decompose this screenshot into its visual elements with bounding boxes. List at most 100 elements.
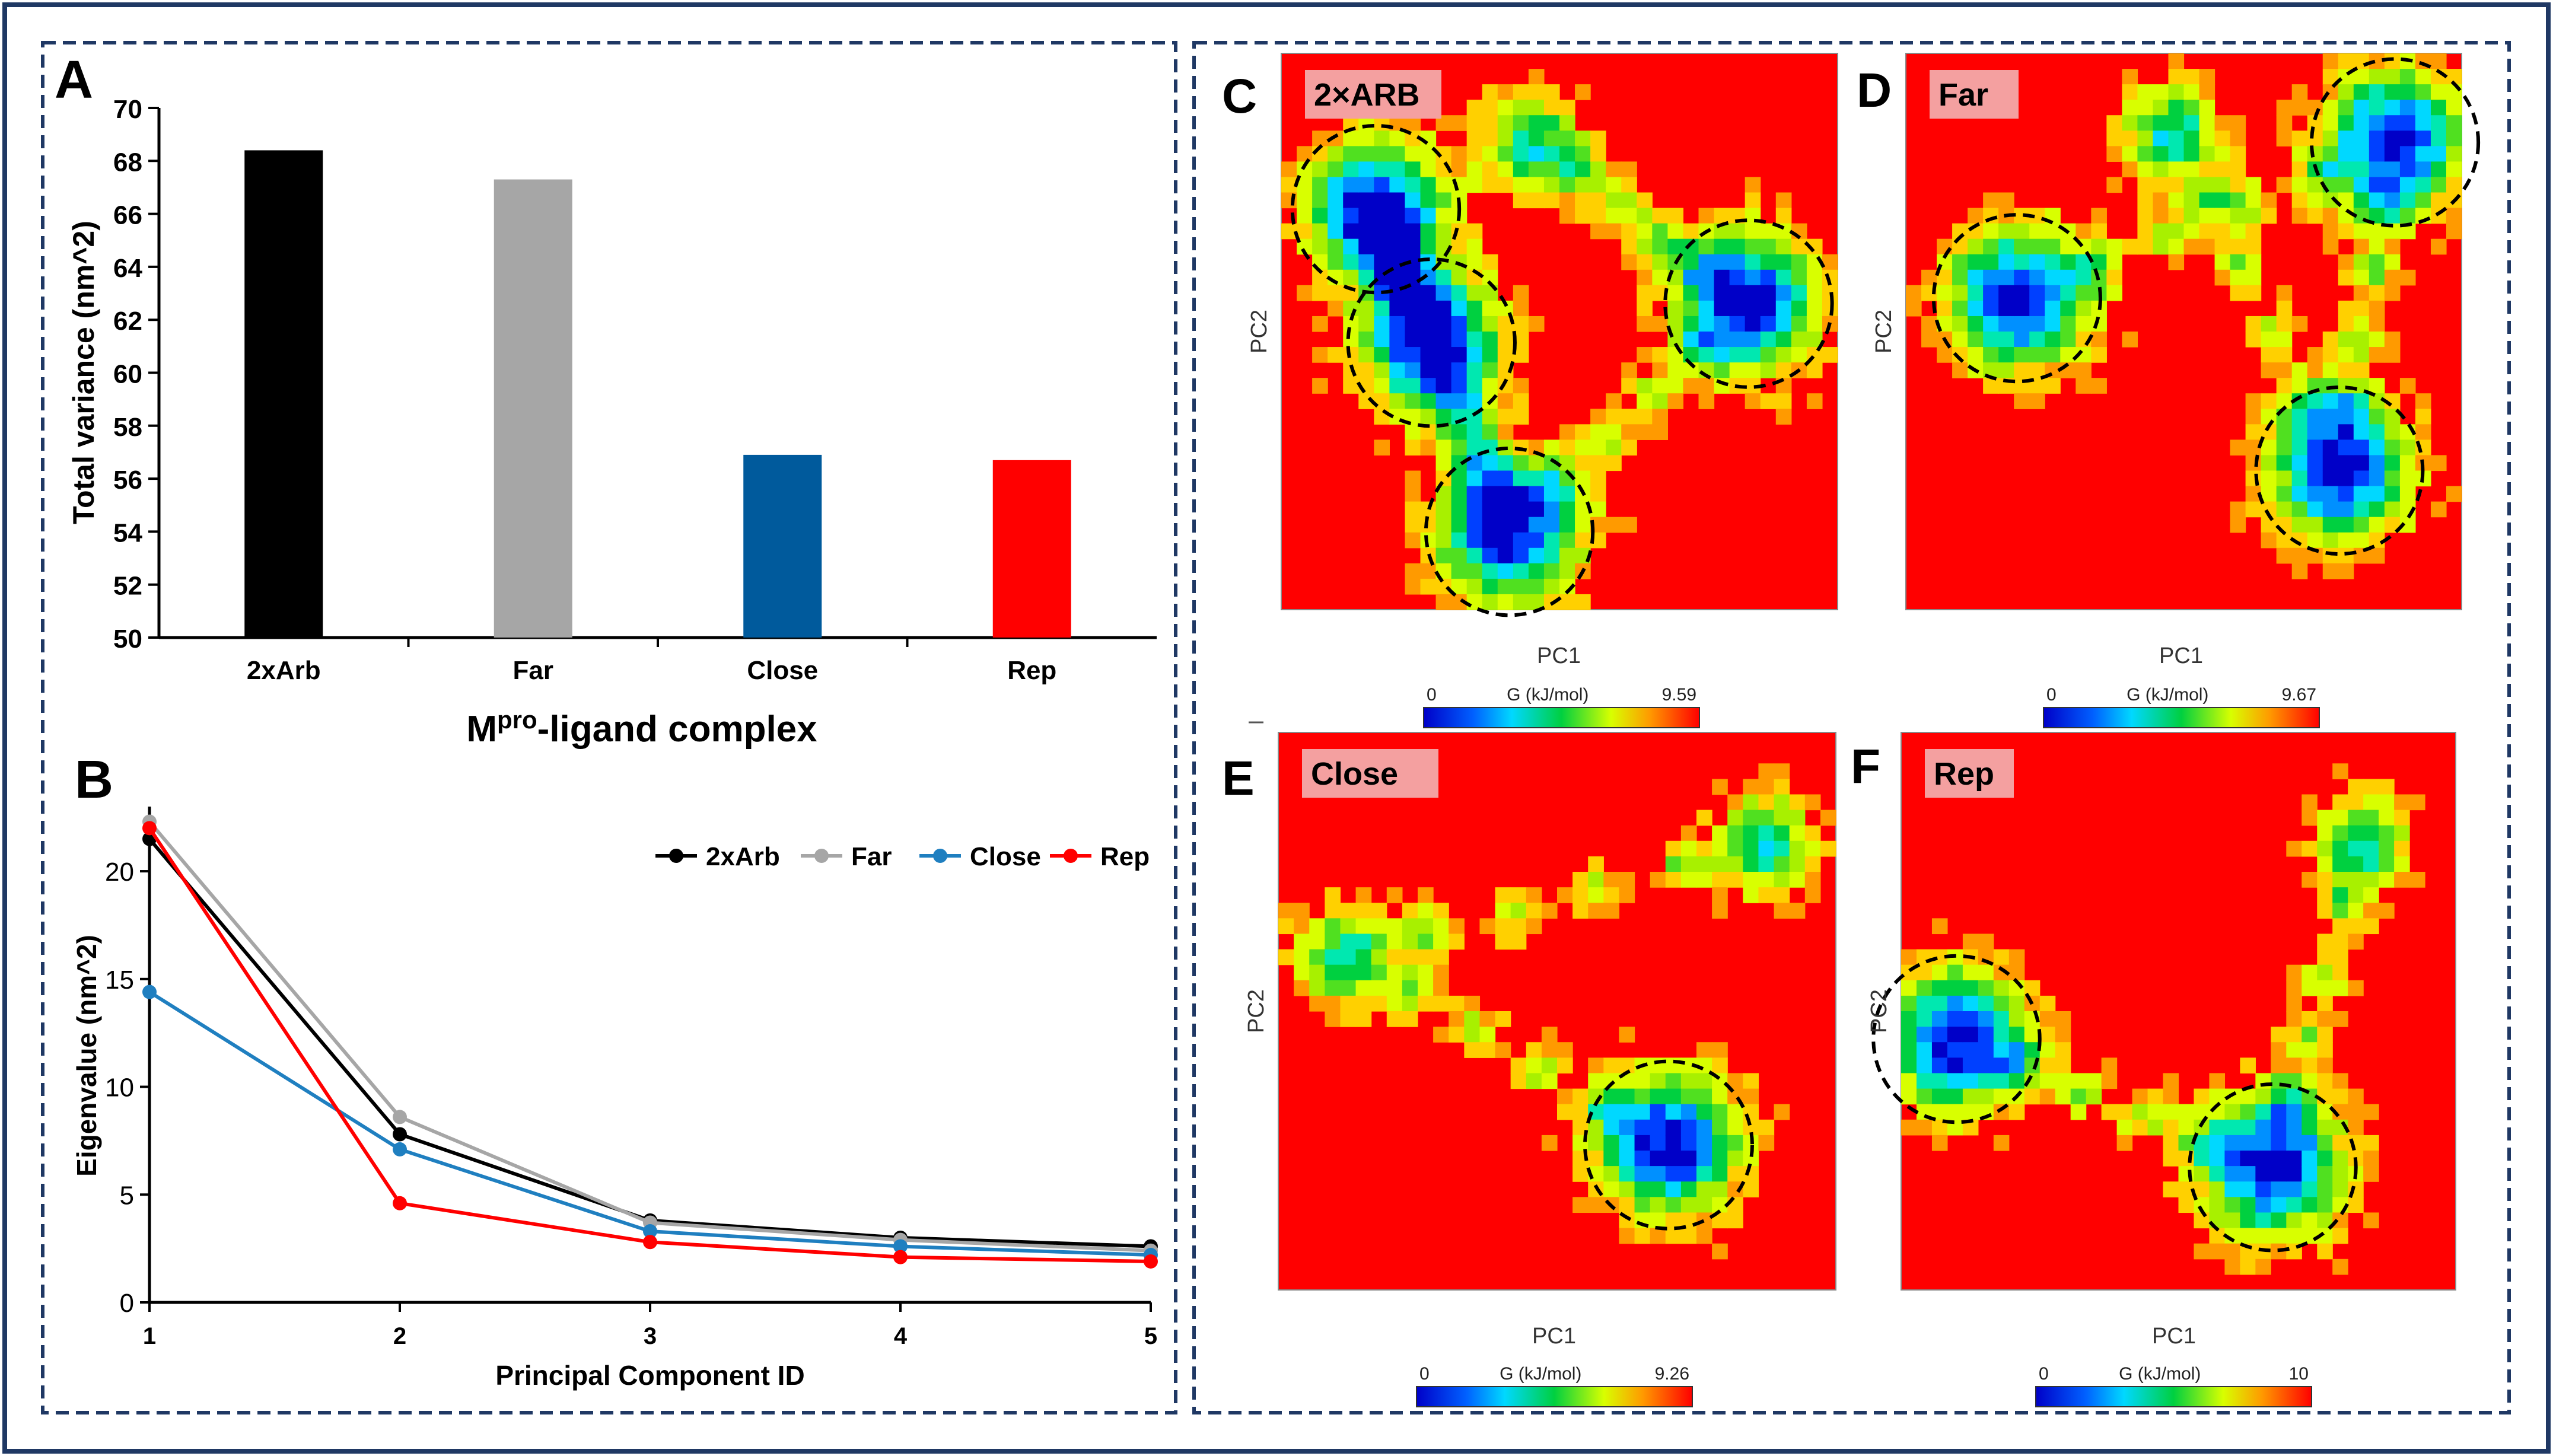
heatmap-cell [2332,1135,2348,1151]
panel-letter-c: C [1222,69,1257,123]
heatmap-cell [1374,332,1390,348]
heatmap-cell [1495,903,1511,919]
heatmap-cell [1420,563,1437,579]
heatmap-cell [2338,100,2354,116]
heatmap-cell [1791,269,1807,286]
heatmap-cell [1806,393,1823,409]
basin-circle [2254,385,2425,556]
heatmap-cell [1729,316,1746,332]
heatmap-cell [2276,439,2293,456]
heatmap-cell [1665,1104,1682,1120]
heatmap-cell [1978,1073,1994,1089]
heatmap-cell [2014,332,2030,348]
heatmap-cell [2332,1011,2348,1027]
heatmap-cell [1619,1151,1635,1167]
heatmap-cell [2369,100,2385,116]
heatmap-cell [1559,517,1575,533]
heatmap-cell [1528,130,1545,146]
heatmap-cell [2168,208,2185,224]
heatmap-cell [2245,192,2262,209]
heatmap-cell [1947,1027,1963,1043]
heatmap-cell [2317,1042,2333,1058]
heatmap-cell [1947,1057,1963,1074]
heatmap-cell [1294,918,1310,935]
colorbar [1416,1386,1693,1407]
heatmap-cell [2230,439,2246,456]
heatmap-cell [2039,1027,2056,1043]
heatmap-cell [2301,840,2318,857]
heatmap-cell [2415,192,2431,209]
heatmap-cell [1650,1135,1666,1151]
heatmap-cell [1729,300,1746,317]
heatmap-cell [1418,903,1434,919]
heatmap-cell [1328,146,1344,162]
heatmap-cell [1590,146,1606,162]
heatmap-cell [1978,1057,1994,1074]
heatmap-cell [1698,238,1715,255]
heatmap-cell [2379,903,2395,919]
heatmap-cell [2153,84,2169,100]
heatmap-cell [2430,192,2447,209]
heatmap-cell [2363,1104,2379,1120]
heatmap-cell [1968,254,1984,270]
heatmap-cell [2209,1243,2226,1260]
heatmap-cell [2245,254,2262,270]
heatmap-cell [1774,903,1790,919]
heatmap-cell [2240,1057,2256,1074]
heatmap-cell [2230,177,2246,193]
heatmap-cell [2240,1104,2256,1120]
heatmap-cell [2163,1119,2179,1136]
heatmap-cell [2353,393,2370,409]
heatmap-cell [2307,362,2323,378]
heatmap-cell [1931,1027,1948,1043]
heatmap-cell [1621,208,1637,224]
heatmap-cell [1937,347,1953,363]
heatmap-cell [1993,1073,2010,1089]
heatmap-cell [1727,856,1743,872]
heatmap-cell [2230,501,2246,518]
heatmap-cell [1497,146,1514,162]
heatmap-cell [1325,964,1341,981]
x-tick-label: 2xArb [247,656,321,685]
heatmap-cell [1543,501,1560,518]
heatmap-cell [1449,934,1465,950]
heatmap-cell [1665,1197,1682,1213]
heatmap-cell [2348,1104,2364,1120]
heatmap-cell [2446,146,2462,162]
heatmap-cell [1791,285,1807,301]
heatmap-cell [1952,316,1968,332]
panel-letter-d: D [1857,63,1892,117]
heatmap-cell [1804,825,1821,842]
heatmap-cell [1510,1057,1527,1074]
heatmap-cell [1482,115,1498,131]
basin-circle [1346,257,1517,428]
colorbar-min: 0 [1419,1364,1430,1384]
heatmap-cell [1650,1228,1666,1244]
heatmap-cell [1603,1135,1620,1151]
heatmap-cell [2199,84,2215,100]
heatmap-cell [1603,1088,1620,1105]
heatmap-cell [2029,254,2045,270]
heatmap-cell [1435,393,1452,409]
x-tick-label: 4 [894,1323,908,1349]
heatmap-cell [2415,393,2431,409]
heatmap-cell [1743,779,1759,795]
heatmap-cell [1526,903,1542,919]
heatmap-cell [2245,208,2262,224]
x-tick-label: Far [513,656,553,685]
heatmap-cell [1775,347,1792,363]
panel-tag-bg [1930,70,2019,119]
heatmap-cell [1405,269,1421,286]
heatmap-cell [1420,316,1437,332]
basin-circle [2310,57,2481,228]
heatmap-cell [2363,810,2379,826]
heatmap-cell [2055,1073,2071,1089]
heatmap-cell [1466,424,1483,440]
heatmap-cell [2363,887,2379,903]
heatmap-cell [1804,840,1821,857]
heatmap-cell [2091,254,2107,270]
heatmap-cell [2240,1181,2256,1197]
heatmap-cell [1513,578,1529,595]
heatmap-cell [1451,146,1468,162]
